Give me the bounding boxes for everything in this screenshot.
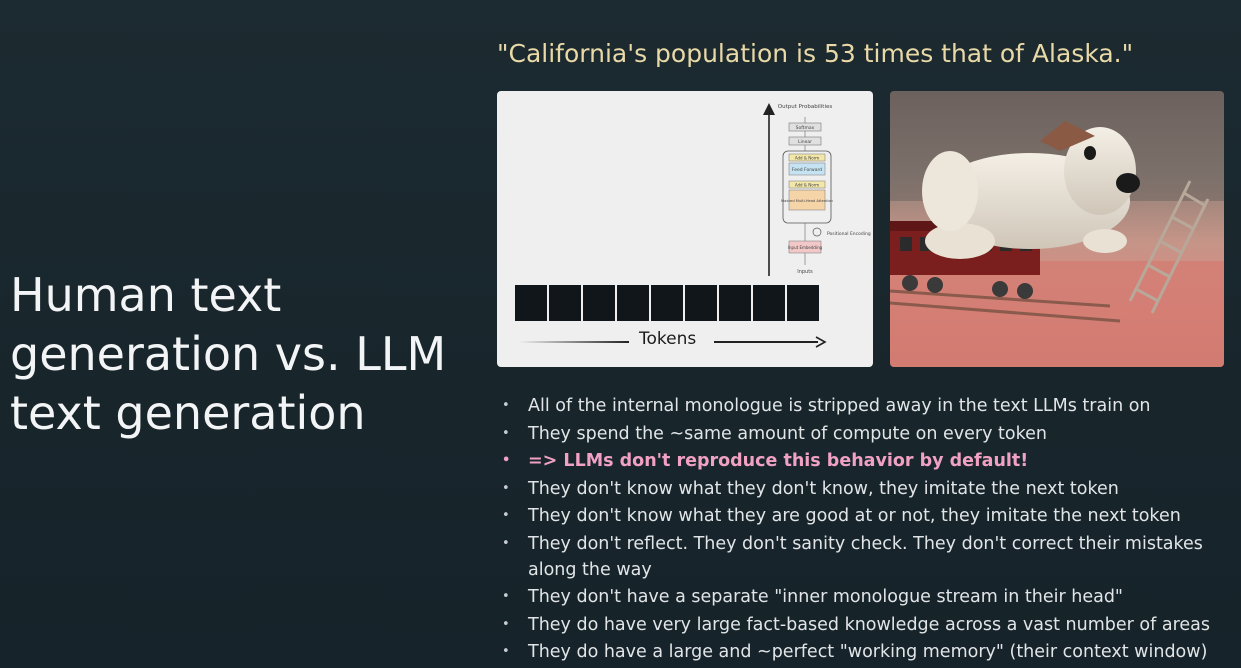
positional-encoding-icon <box>812 227 822 237</box>
token-box <box>651 285 683 321</box>
tokens-arrow-line <box>714 341 818 343</box>
token-box <box>617 285 649 321</box>
decoder-block-outline <box>782 150 832 224</box>
bullet-item-highlight: => LLMs don't reproduce this behavior by… <box>500 448 1220 474</box>
token-box <box>685 285 717 321</box>
attention-label: Masked Multi-Head Attention <box>781 199 833 203</box>
linear-label: Linear <box>798 139 812 145</box>
bullet-item: They don't know what they are good at or… <box>500 503 1220 529</box>
token-box <box>787 285 819 321</box>
bullet-list: All of the internal monologue is strippe… <box>500 393 1220 667</box>
softmax-label: Softmax <box>796 125 815 131</box>
token-box <box>549 285 581 321</box>
bullet-item: They don't know what they don't know, th… <box>500 476 1220 502</box>
output-probabilities-label: Output Probabilities <box>778 104 833 110</box>
dog-laying-track-illustration <box>890 91 1224 367</box>
bullet-item: All of the internal monologue is strippe… <box>500 393 1220 419</box>
add-norm-label-bottom: Add & Norm <box>795 183 819 188</box>
bullet-item: They do have a large and ~perfect "worki… <box>500 639 1220 665</box>
tokens-label: Tokens <box>639 329 697 349</box>
token-box <box>583 285 615 321</box>
token-strip <box>515 285 821 321</box>
transformer-architecture-diagram: Output Probabilities Softmax Linear Add … <box>763 103 871 276</box>
positional-encoding-label: Positional Encoding <box>827 231 871 237</box>
inputs-label: Inputs <box>797 269 813 275</box>
masked-attention-block <box>788 189 826 211</box>
clay-dog <box>922 121 1140 259</box>
token-box <box>719 285 751 321</box>
bullet-item: They don't reflect. They don't sanity ch… <box>500 531 1220 583</box>
token-box <box>515 285 547 321</box>
bullet-item: They don't have a separate "inner monolo… <box>500 584 1220 610</box>
add-norm-label-top: Add & Norm <box>795 156 819 161</box>
slide-title: Human text generation vs. LLM text gener… <box>10 268 447 440</box>
track-ladder <box>1128 180 1210 314</box>
quote-heading: "California's population is 53 times tha… <box>497 39 1134 68</box>
input-embedding-label: Input Embedding <box>788 245 823 250</box>
bullet-item: They do have very large fact-based knowl… <box>500 612 1220 638</box>
tokens-arrow-head-icon <box>815 336 827 348</box>
claymation-photo <box>890 91 1224 367</box>
tokens-arrow-tail <box>519 341 629 343</box>
feed-forward-label: Feed Forward <box>792 167 822 173</box>
feed-forward-block <box>788 162 826 176</box>
bullet-item: They spend the ~same amount of compute o… <box>500 421 1220 447</box>
transformer-diagram-panel: Output Probabilities Softmax Linear Add … <box>497 91 873 367</box>
token-box <box>753 285 785 321</box>
